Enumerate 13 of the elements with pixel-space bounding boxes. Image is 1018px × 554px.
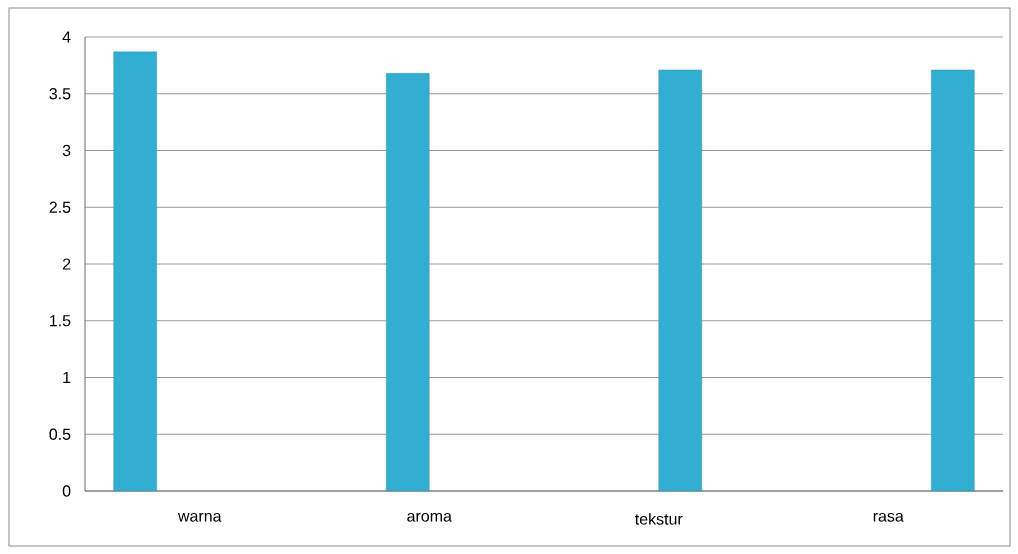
y-tick-label: 4 (62, 31, 71, 43)
y-tick-label: 2.5 (49, 201, 71, 213)
y-tick-label: 3 (62, 144, 71, 157)
x-tick-label: tekstur (634, 512, 683, 525)
y-tick-label: 2 (62, 258, 71, 270)
x-tick-label: warna (177, 512, 222, 522)
x-tick-label: aroma (407, 512, 452, 522)
y-tick-label: 3.5 (49, 88, 71, 100)
y-tick-label: 0.5 (49, 428, 71, 440)
y-tick-label: 0 (62, 485, 71, 497)
y-tick-label: 1.5 (50, 315, 71, 327)
x-tick-label: rasa (873, 512, 904, 522)
y-tick-label: 1 (63, 372, 71, 383)
